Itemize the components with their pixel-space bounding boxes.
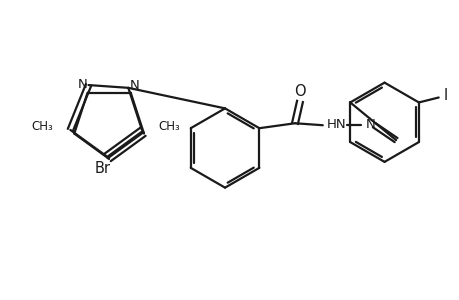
Text: O: O bbox=[294, 84, 305, 99]
Text: N: N bbox=[364, 118, 375, 131]
Text: N: N bbox=[129, 80, 139, 92]
Text: Br: Br bbox=[94, 161, 110, 176]
Text: HN: HN bbox=[326, 118, 346, 131]
Text: N: N bbox=[78, 78, 87, 91]
Text: CH₃: CH₃ bbox=[32, 121, 53, 134]
Text: CH₃: CH₃ bbox=[158, 121, 180, 134]
Text: I: I bbox=[442, 88, 447, 103]
